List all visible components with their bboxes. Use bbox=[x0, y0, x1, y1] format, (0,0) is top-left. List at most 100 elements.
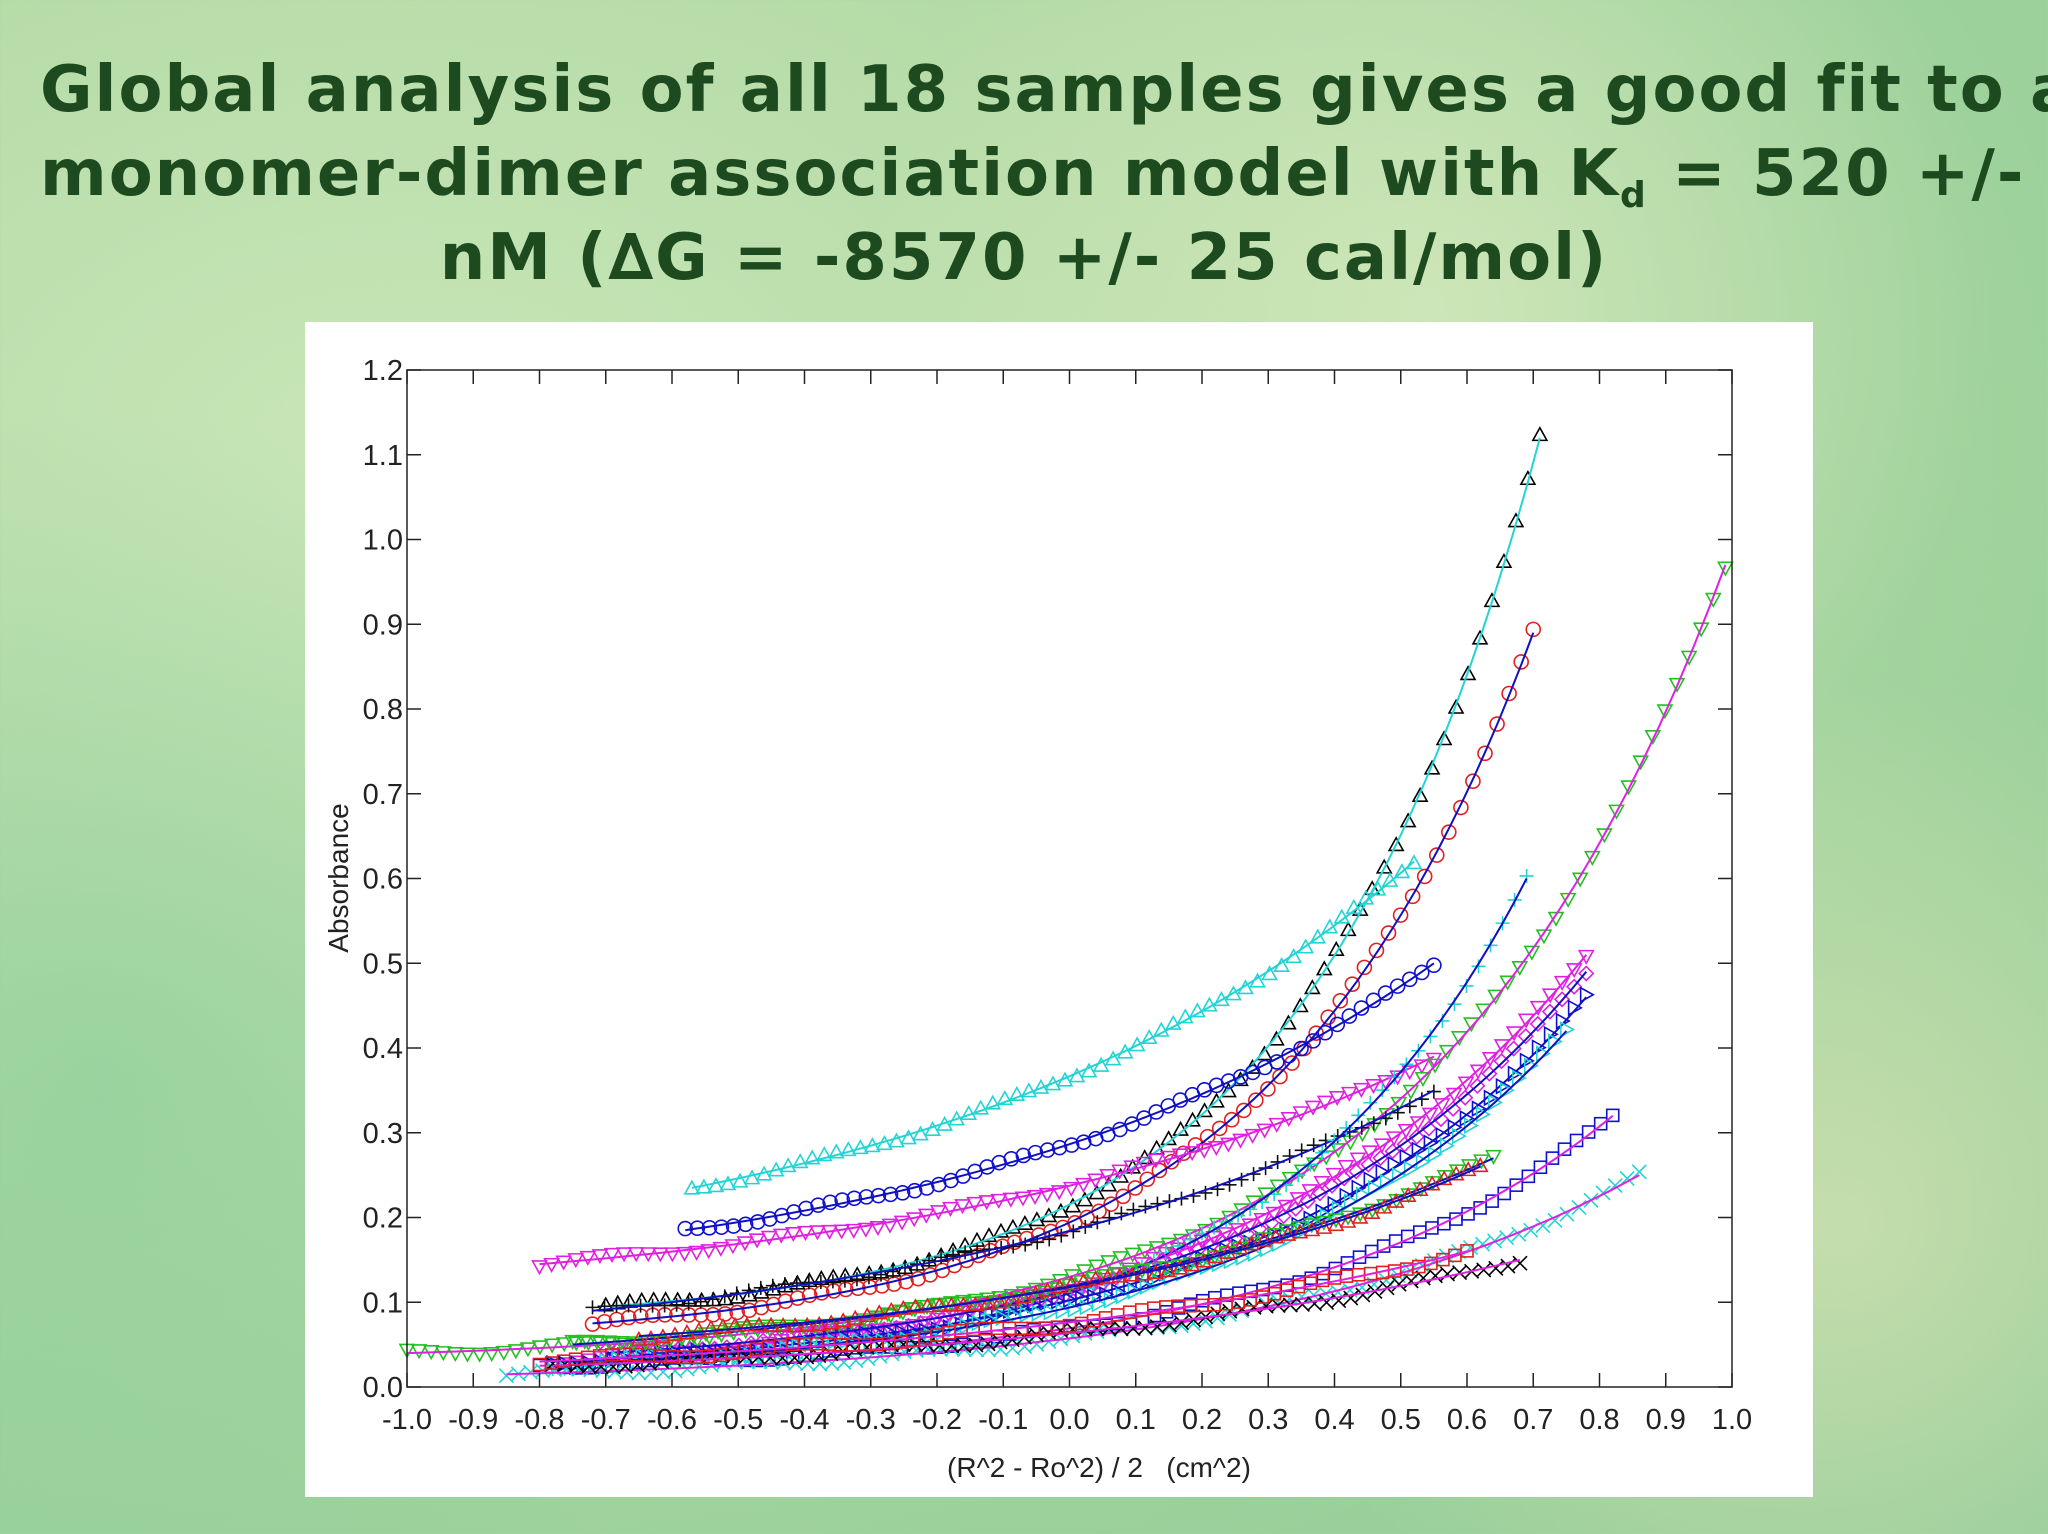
data-point bbox=[1375, 858, 1393, 874]
data-point bbox=[1114, 1206, 1129, 1221]
data-point bbox=[749, 1214, 766, 1230]
data-point bbox=[1566, 978, 1583, 995]
y-tick-label: 0.1 bbox=[363, 1287, 403, 1319]
x-tick-label: -0.9 bbox=[448, 1404, 498, 1436]
data-point bbox=[898, 1273, 914, 1290]
data-point bbox=[1348, 1163, 1365, 1180]
data-point bbox=[1147, 1264, 1165, 1280]
data-point bbox=[1232, 1133, 1249, 1149]
data-point bbox=[1487, 1094, 1503, 1111]
data-point bbox=[1379, 1173, 1395, 1191]
data-point bbox=[564, 1334, 581, 1350]
data-point bbox=[1459, 665, 1477, 681]
data-point bbox=[1632, 755, 1650, 771]
data-point bbox=[1267, 1228, 1285, 1244]
data-point bbox=[1355, 1287, 1371, 1303]
data-point bbox=[1401, 1065, 1419, 1081]
data-point bbox=[690, 1321, 708, 1337]
data-point bbox=[765, 1278, 780, 1293]
data-point bbox=[1543, 1025, 1559, 1043]
data-point bbox=[750, 1316, 768, 1332]
data-point bbox=[1553, 991, 1571, 1008]
data-point bbox=[447, 1346, 464, 1363]
fit-line bbox=[592, 1089, 1435, 1312]
data-series bbox=[677, 957, 1442, 1237]
data-point bbox=[1401, 971, 1418, 988]
data-point bbox=[1306, 1138, 1321, 1153]
data-point bbox=[1279, 1225, 1297, 1241]
data-point bbox=[894, 1299, 912, 1315]
data-point bbox=[870, 1187, 887, 1204]
y-axis-label: Absorbance bbox=[323, 803, 354, 952]
data-point bbox=[459, 1347, 476, 1363]
data-point bbox=[1441, 824, 1457, 840]
y-tick-label: 0.9 bbox=[363, 609, 403, 641]
data-point bbox=[1306, 1296, 1323, 1312]
x-tick-label: 0.5 bbox=[1381, 1404, 1421, 1436]
data-point bbox=[585, 1300, 600, 1315]
data-point bbox=[609, 1298, 624, 1313]
data-point bbox=[881, 1218, 899, 1234]
data-point bbox=[966, 1196, 983, 1212]
data-point bbox=[1487, 989, 1504, 1005]
data-point bbox=[1459, 1161, 1477, 1177]
data-point bbox=[1160, 1130, 1177, 1146]
data-point bbox=[1356, 959, 1373, 976]
data-point bbox=[1210, 1182, 1225, 1197]
fit-line bbox=[605, 971, 1588, 1355]
data-point bbox=[1360, 1156, 1377, 1173]
data-point bbox=[1280, 1014, 1297, 1030]
title-subscript: d bbox=[1620, 175, 1648, 216]
data-point bbox=[688, 1332, 706, 1348]
data-point bbox=[1014, 1191, 1032, 1207]
fit-line bbox=[539, 1250, 1468, 1363]
data-point bbox=[1329, 1143, 1347, 1159]
fit-line bbox=[605, 1030, 1568, 1363]
title-line-2-a: monomer-dimer association model with K bbox=[40, 137, 1621, 211]
data-point bbox=[1243, 1235, 1261, 1251]
data-point bbox=[1138, 1199, 1153, 1214]
data-point bbox=[1444, 1100, 1462, 1117]
data-point bbox=[1195, 1143, 1213, 1159]
data-point bbox=[873, 1267, 888, 1282]
data-point bbox=[800, 1356, 816, 1372]
data-point bbox=[1420, 1120, 1438, 1137]
data-point bbox=[1644, 730, 1662, 746]
data-point bbox=[774, 1350, 791, 1366]
data-point bbox=[410, 1344, 428, 1360]
data-point bbox=[1248, 1092, 1264, 1109]
data-point bbox=[1222, 1303, 1238, 1319]
data-point bbox=[827, 1143, 845, 1159]
data-point bbox=[1336, 1170, 1353, 1187]
data-point bbox=[1631, 1164, 1647, 1180]
data-point bbox=[731, 1172, 749, 1188]
data-point bbox=[1583, 850, 1601, 866]
data-point bbox=[763, 1354, 780, 1370]
data-point bbox=[483, 1346, 501, 1363]
data-point bbox=[1116, 1043, 1134, 1059]
data-point bbox=[702, 1319, 720, 1335]
data-point bbox=[1565, 963, 1583, 979]
y-tick-label: 0.0 bbox=[363, 1372, 403, 1404]
data-point bbox=[617, 1358, 633, 1374]
data-point bbox=[1135, 1156, 1153, 1172]
data-point bbox=[1055, 1302, 1071, 1320]
data-point bbox=[1433, 1098, 1451, 1114]
data-point bbox=[1305, 1033, 1321, 1049]
data-point bbox=[849, 1272, 864, 1287]
data-point bbox=[1471, 959, 1486, 974]
data-point bbox=[1297, 938, 1315, 954]
data-point bbox=[1159, 1262, 1177, 1278]
data-point bbox=[1511, 1069, 1527, 1087]
data-point bbox=[939, 1297, 957, 1313]
data-point bbox=[1255, 1231, 1273, 1247]
data-point bbox=[1488, 1260, 1504, 1276]
data-point bbox=[1547, 1033, 1564, 1050]
data-point bbox=[956, 1338, 972, 1354]
data-point bbox=[822, 1314, 840, 1330]
y-tick-label: 0.8 bbox=[363, 694, 403, 726]
data-point bbox=[1268, 1030, 1285, 1046]
data-point bbox=[1018, 1237, 1033, 1252]
data-point bbox=[810, 1197, 826, 1213]
data-point bbox=[1003, 1291, 1020, 1307]
